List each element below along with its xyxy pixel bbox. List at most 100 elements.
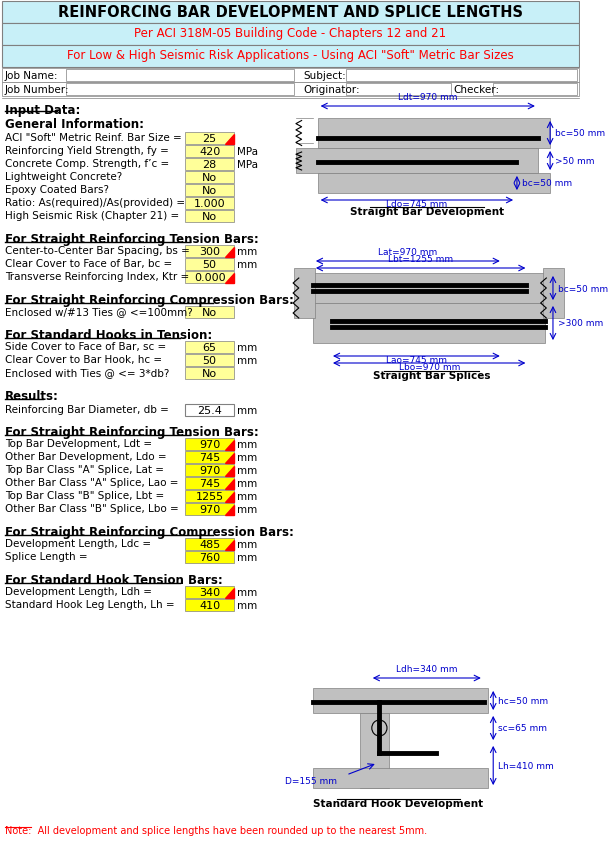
Text: bc=50 mm: bc=50 mm	[555, 130, 605, 138]
Text: For Straight Reinforcing Compression Bars:: For Straight Reinforcing Compression Bar…	[5, 525, 294, 538]
Bar	[185, 438, 234, 450]
Text: Clear Cover to Bar Hook, hc =: Clear Cover to Bar Hook, hc =	[5, 355, 162, 364]
Bar	[2, 2, 578, 24]
Text: For Low & High Seismic Risk Applications - Using ACI "Soft" Metric Bar Sizes: For Low & High Seismic Risk Applications…	[67, 49, 513, 62]
Polygon shape	[225, 589, 234, 598]
Text: 25: 25	[203, 134, 217, 144]
Text: Job Number:: Job Number:	[5, 85, 69, 95]
Bar	[185, 551, 234, 563]
Bar	[185, 538, 234, 550]
Text: bc=50 mm: bc=50 mm	[521, 179, 572, 189]
Text: mm: mm	[237, 343, 258, 352]
Text: Top Bar Class "A" Splice, Lat =: Top Bar Class "A" Splice, Lat =	[5, 464, 164, 474]
Text: Ratio: As(required)/As(provided) =: Ratio: As(required)/As(provided) =	[5, 198, 185, 208]
Text: Lbt=1255 mm: Lbt=1255 mm	[388, 255, 453, 264]
Bar	[313, 688, 488, 713]
Bar	[66, 70, 294, 82]
Text: mm: mm	[237, 504, 258, 514]
Text: 970: 970	[199, 466, 220, 475]
Text: mm: mm	[237, 553, 258, 562]
Bar	[185, 404, 234, 416]
Text: High Seismic Risk (Chapter 21) =: High Seismic Risk (Chapter 21) =	[5, 211, 179, 221]
Polygon shape	[225, 247, 234, 258]
Polygon shape	[225, 454, 234, 463]
Text: Lh=410 mm: Lh=410 mm	[498, 761, 554, 770]
Text: 485: 485	[199, 539, 220, 549]
Bar	[318, 174, 550, 194]
Bar	[185, 133, 234, 145]
Text: No: No	[202, 212, 217, 222]
Bar	[185, 341, 234, 354]
Text: mm: mm	[237, 491, 258, 502]
Text: Top Bar Class "B" Splice, Lbt =: Top Bar Class "B" Splice, Lbt =	[5, 490, 164, 501]
Text: mm: mm	[237, 259, 258, 270]
Bar	[2, 69, 578, 83]
Text: Ldh=340 mm: Ldh=340 mm	[396, 664, 458, 673]
Text: Ldt=970 mm: Ldt=970 mm	[398, 93, 458, 102]
Text: 0.000: 0.000	[194, 273, 225, 282]
Bar	[185, 246, 234, 258]
Text: Straight Bar Splices: Straight Bar Splices	[373, 370, 490, 380]
Text: ACI "Soft" Metric Reinf. Bar Size =: ACI "Soft" Metric Reinf. Bar Size =	[5, 133, 182, 142]
Text: Note:  All development and splice lengths have been rounded up to the nearest 5m: Note: All development and splice lengths…	[5, 825, 427, 835]
Bar	[185, 185, 234, 197]
Text: No: No	[202, 173, 217, 183]
Text: D=155 mm: D=155 mm	[285, 776, 337, 785]
Text: mm: mm	[237, 466, 258, 475]
Text: hc=50 mm: hc=50 mm	[498, 696, 548, 705]
Text: 745: 745	[199, 479, 220, 489]
Bar	[2, 83, 578, 97]
Text: For Straight Reinforcing Tension Bars:: For Straight Reinforcing Tension Bars:	[5, 233, 258, 246]
Bar	[185, 586, 234, 598]
Bar	[2, 46, 578, 68]
Text: 50: 50	[203, 356, 217, 366]
Text: No: No	[202, 308, 217, 317]
Polygon shape	[225, 440, 234, 450]
Text: mm: mm	[237, 452, 258, 462]
Bar	[185, 198, 234, 210]
Text: Lbo=970 mm: Lbo=970 mm	[398, 363, 460, 372]
Text: 745: 745	[199, 452, 220, 462]
Text: Clear Cover to Face of Bar, bc =: Clear Cover to Face of Bar, bc =	[5, 258, 172, 269]
Text: Epoxy Coated Bars?: Epoxy Coated Bars?	[5, 185, 109, 194]
Bar	[185, 368, 234, 380]
Polygon shape	[225, 135, 234, 145]
Bar	[185, 464, 234, 477]
Text: 1255: 1255	[196, 491, 223, 502]
Text: For Standard Hooks in Tension:: For Standard Hooks in Tension:	[5, 328, 212, 341]
Text: No: No	[202, 368, 217, 379]
Text: Other Bar Development, Ldo =: Other Bar Development, Ldo =	[5, 451, 166, 461]
Text: Transverse Reinforcing Index, Ktr =: Transverse Reinforcing Index, Ktr =	[5, 272, 189, 281]
Text: MPa: MPa	[237, 147, 258, 157]
Text: No: No	[202, 186, 217, 196]
Text: 420: 420	[199, 147, 220, 157]
Text: sc=65 mm: sc=65 mm	[498, 723, 547, 733]
Text: Reinforcing Yield Strength, fy =: Reinforcing Yield Strength, fy =	[5, 146, 169, 156]
Text: Concrete Comp. Strength, f’c =: Concrete Comp. Strength, f’c =	[5, 159, 169, 169]
Bar	[185, 171, 234, 183]
Text: Side Cover to Face of Bar, sc =: Side Cover to Face of Bar, sc =	[5, 341, 166, 351]
Text: mm: mm	[237, 588, 258, 597]
Bar	[493, 84, 577, 96]
Bar	[185, 478, 234, 490]
Text: Input Data:: Input Data:	[5, 104, 80, 117]
Text: mm: mm	[237, 539, 258, 549]
Text: General Information:: General Information:	[5, 118, 144, 131]
Bar	[543, 269, 564, 319]
Text: For Straight Reinforcing Tension Bars:: For Straight Reinforcing Tension Bars:	[5, 426, 258, 438]
Text: Straight Bar Development: Straight Bar Development	[349, 206, 504, 217]
Text: Checker:: Checker:	[453, 85, 499, 95]
Text: 410: 410	[199, 601, 220, 610]
Text: 760: 760	[199, 553, 220, 562]
Bar	[185, 490, 234, 502]
Text: Enclosed with Ties @ <= 3*db?: Enclosed with Ties @ <= 3*db?	[5, 368, 169, 378]
Text: 28: 28	[203, 160, 217, 170]
Text: mm: mm	[237, 439, 258, 450]
Text: Lat=970 mm: Lat=970 mm	[378, 247, 438, 257]
Bar	[360, 713, 389, 788]
Bar	[185, 503, 234, 515]
Text: For Straight Reinforcing Compression Bars:: For Straight Reinforcing Compression Bar…	[5, 293, 294, 306]
Text: mm: mm	[237, 356, 258, 366]
Bar	[318, 119, 550, 148]
Bar	[185, 258, 234, 270]
